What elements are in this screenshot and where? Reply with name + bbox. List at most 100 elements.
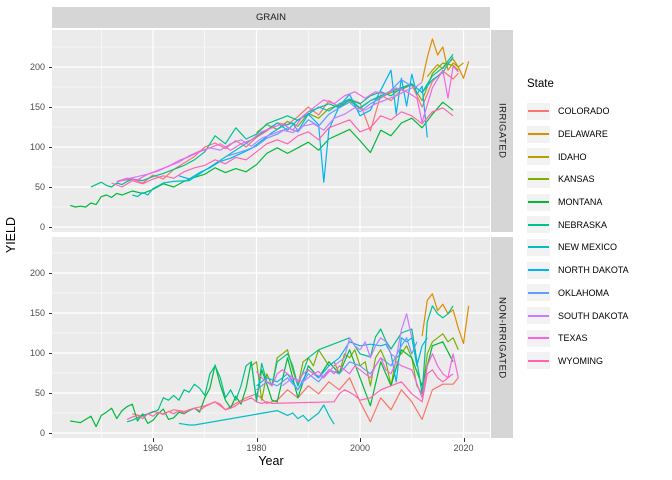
- legend-label: DELAWARE: [558, 129, 608, 140]
- legend-key-swatch: [527, 238, 550, 256]
- legend-label: IDAHO: [558, 151, 587, 162]
- facet-column-label: GRAIN: [255, 12, 287, 23]
- x-tick-mark: [256, 438, 258, 442]
- legend-key-swatch: [527, 329, 550, 347]
- series-line-idaho: [426, 58, 464, 77]
- legend-label: WYOMING: [558, 355, 603, 366]
- series-line-south-dakota: [282, 313, 413, 387]
- facet-column-strip: GRAIN: [52, 7, 490, 28]
- legend-key-swatch: [527, 102, 550, 120]
- legend-entry-nebraska: NEBRASKA: [527, 213, 629, 236]
- legend-key-line: [528, 359, 549, 362]
- series-line-delaware: [421, 293, 470, 345]
- facet-row-strip-irrigated: IRRIGATED: [491, 30, 513, 232]
- panel-non-irrigated: [52, 237, 490, 438]
- series-line-wyoming: [111, 107, 454, 188]
- y-axis-title: YIELD: [4, 216, 18, 254]
- y-tick-label: 0: [39, 427, 45, 438]
- y-tick-label: 200: [29, 61, 45, 72]
- y-tick-mark: [48, 273, 52, 274]
- y-tick-mark: [48, 353, 52, 354]
- legend-entry-wyoming: WYOMING: [527, 350, 629, 373]
- x-tick-mark: [360, 438, 361, 442]
- legend-key-line: [528, 178, 549, 181]
- legend-label: TEXAS: [558, 333, 588, 344]
- series-line-wyoming: [126, 369, 454, 420]
- legend-key-line: [528, 133, 549, 136]
- legend-key-line: [528, 201, 549, 204]
- y-tick-label: 150: [29, 101, 45, 112]
- x-tick-label: 1960: [142, 443, 164, 453]
- y-tick-label: 0: [39, 221, 45, 232]
- x-tick-label: 2000: [349, 443, 371, 453]
- legend-key-swatch: [527, 193, 550, 211]
- legend-key-line: [528, 155, 549, 158]
- x-tick-label: 1980: [246, 443, 267, 453]
- y-tick-label: 50: [34, 387, 45, 398]
- legend-key-line: [528, 337, 549, 340]
- series-line-texas: [116, 65, 459, 182]
- series-line-kansas: [256, 62, 459, 134]
- series-line-north-dakota: [178, 69, 428, 183]
- legend-key-line: [528, 269, 549, 272]
- legend: State COLORADO DELAWARE IDAHO KANSAS MONTANA…: [527, 78, 629, 372]
- y-tick-label: 50: [34, 181, 45, 192]
- facet-row-strip-non-irrigated: NON-IRRIGATED: [491, 237, 513, 438]
- series-line-new-mexico: [178, 404, 335, 426]
- legend-key-swatch: [527, 216, 550, 234]
- series-line-montana: [70, 101, 454, 208]
- legend-key-line: [528, 246, 549, 249]
- y-tick-mark: [48, 147, 52, 148]
- legend-entry-idaho: IDAHO: [527, 145, 629, 168]
- series-line-new-mexico: [132, 56, 454, 198]
- y-tick-mark: [48, 227, 52, 228]
- x-axis-title: Year: [258, 454, 284, 468]
- series-line-oklahoma: [256, 337, 418, 391]
- legend-label: MONTANA: [558, 197, 603, 208]
- legend-entry-north-dakota: NORTH DAKOTA: [527, 259, 629, 282]
- y-tick-mark: [48, 67, 52, 68]
- legend-label: NORTH DAKOTA: [558, 265, 629, 276]
- y-tick-label: 200: [29, 267, 45, 278]
- legend-label: COLORADO: [558, 106, 610, 117]
- x-tick-mark: [463, 438, 465, 442]
- legend-entry-south-dakota: SOUTH DAKOTA: [527, 304, 629, 327]
- legend-entry-montana: MONTANA: [527, 191, 629, 214]
- panel-irrigated: [52, 30, 490, 232]
- legend-key-line: [528, 314, 549, 317]
- facet-row-label-irrigated: IRRIGATED: [496, 103, 508, 159]
- legend-entry-new-mexico: NEW MEXICO: [527, 236, 629, 259]
- legend-title: State: [527, 78, 554, 90]
- legend-key-line: [528, 291, 549, 294]
- y-tick-mark: [48, 393, 52, 394]
- x-tick-mark: [153, 438, 154, 442]
- series-line-texas: [256, 353, 459, 399]
- facet-row-label-non-irrigated: NON-IRRIGATED: [496, 296, 508, 379]
- panel-non-irrigated-plot: [52, 237, 490, 438]
- y-tick-label: 150: [29, 307, 45, 318]
- legend-key-swatch: [527, 352, 550, 370]
- legend-entry-texas: TEXAS: [527, 327, 629, 350]
- legend-label: NEBRASKA: [558, 219, 608, 230]
- y-tick-mark: [48, 187, 52, 188]
- legend-label: OKLAHOMA: [558, 287, 610, 298]
- legend-entry-delaware: DELAWARE: [527, 123, 629, 146]
- series-line-north-dakota: [256, 337, 428, 391]
- y-tick-label: 100: [29, 141, 45, 152]
- legend-key-swatch: [527, 284, 550, 302]
- panel-irrigated-plot: [52, 30, 490, 232]
- legend-entries: COLORADO DELAWARE IDAHO KANSAS MONTANA NEBRAS…: [527, 100, 629, 372]
- legend-label: NEW MEXICO: [558, 242, 618, 253]
- legend-entry-colorado: COLORADO: [527, 100, 629, 123]
- series-line-oklahoma: [225, 79, 413, 158]
- legend-label: SOUTH DAKOTA: [558, 310, 629, 321]
- y-tick-label: 100: [29, 347, 45, 358]
- x-tick-label: 2020: [453, 443, 474, 453]
- legend-key-swatch: [527, 170, 550, 188]
- legend-key-line: [528, 223, 549, 226]
- y-tick-mark: [48, 107, 52, 108]
- legend-entry-kansas: KANSAS: [527, 168, 629, 191]
- legend-entry-oklahoma: OKLAHOMA: [527, 282, 629, 305]
- legend-label: KANSAS: [558, 174, 595, 185]
- series-line-nebraska: [126, 305, 454, 423]
